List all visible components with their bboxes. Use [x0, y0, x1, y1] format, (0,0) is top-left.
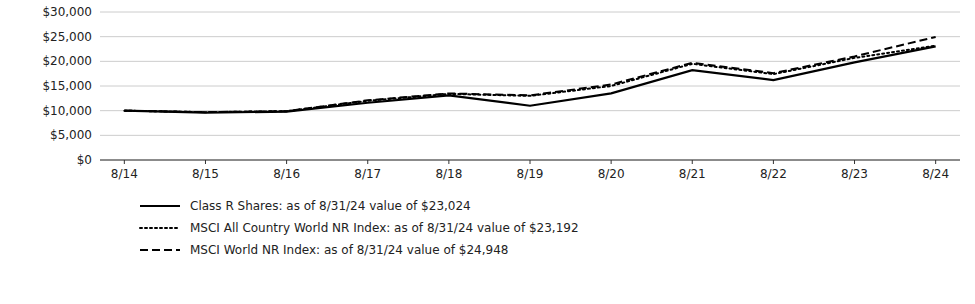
lines — [124, 37, 935, 113]
x-tick-label: 8/24 — [922, 167, 949, 181]
x-tick-label: 8/23 — [841, 167, 868, 181]
grid-line — [100, 36, 960, 37]
x-tick-label: 8/20 — [598, 167, 625, 181]
y-tick-label: $5,000 — [50, 128, 92, 142]
grid-line — [100, 86, 960, 87]
legend-label: Class R Shares: as of 8/31/24 value of $… — [190, 199, 471, 213]
x-tick — [124, 160, 125, 164]
x-tick-label: 8/19 — [517, 167, 544, 181]
y-grid — [100, 12, 960, 160]
legend-label: MSCI World NR Index: as of 8/31/24 value… — [190, 243, 508, 257]
y-tick-label: $10,000 — [42, 104, 92, 118]
x-tick-label: 8/21 — [679, 167, 706, 181]
x-tick-label: 8/16 — [273, 167, 300, 181]
legend-label: MSCI All Country World NR Index: as of 8… — [190, 221, 579, 235]
x-tick — [692, 160, 693, 164]
series-line — [124, 37, 935, 112]
legend-swatch — [140, 205, 180, 207]
chart: $0 $5,000 $10,000 $15,000 $20,000 $25,000 $30,… — [0, 0, 975, 304]
x-tick — [530, 160, 531, 164]
x-tick-label: 8/22 — [760, 167, 787, 181]
x-tick — [935, 160, 936, 164]
x-tick — [773, 160, 774, 164]
y-tick-label: $20,000 — [42, 54, 92, 68]
y-tick-label: $15,000 — [42, 79, 92, 93]
legend: Class R Shares: as of 8/31/24 value of $… — [140, 199, 579, 257]
x-tick-label: 8/14 — [111, 167, 138, 181]
y-tick-label: $25,000 — [42, 30, 92, 44]
y-tick-label: $30,000 — [42, 5, 92, 19]
x-tick — [367, 160, 368, 164]
x-tick — [448, 160, 449, 164]
series-line — [124, 46, 935, 113]
legend-swatch — [140, 249, 180, 251]
y-tick-label: $0 — [77, 153, 92, 167]
legend-swatch — [140, 227, 180, 229]
x-tick-label: 8/15 — [192, 167, 219, 181]
x-tick-label: 8/18 — [435, 167, 462, 181]
x-tick — [611, 160, 612, 164]
series-line — [124, 46, 935, 112]
x-tick — [854, 160, 855, 164]
x-tick-label: 8/17 — [354, 167, 381, 181]
grid-line — [100, 12, 960, 13]
x-tick — [286, 160, 287, 164]
grid-line — [100, 135, 960, 136]
x-tick — [205, 160, 206, 164]
